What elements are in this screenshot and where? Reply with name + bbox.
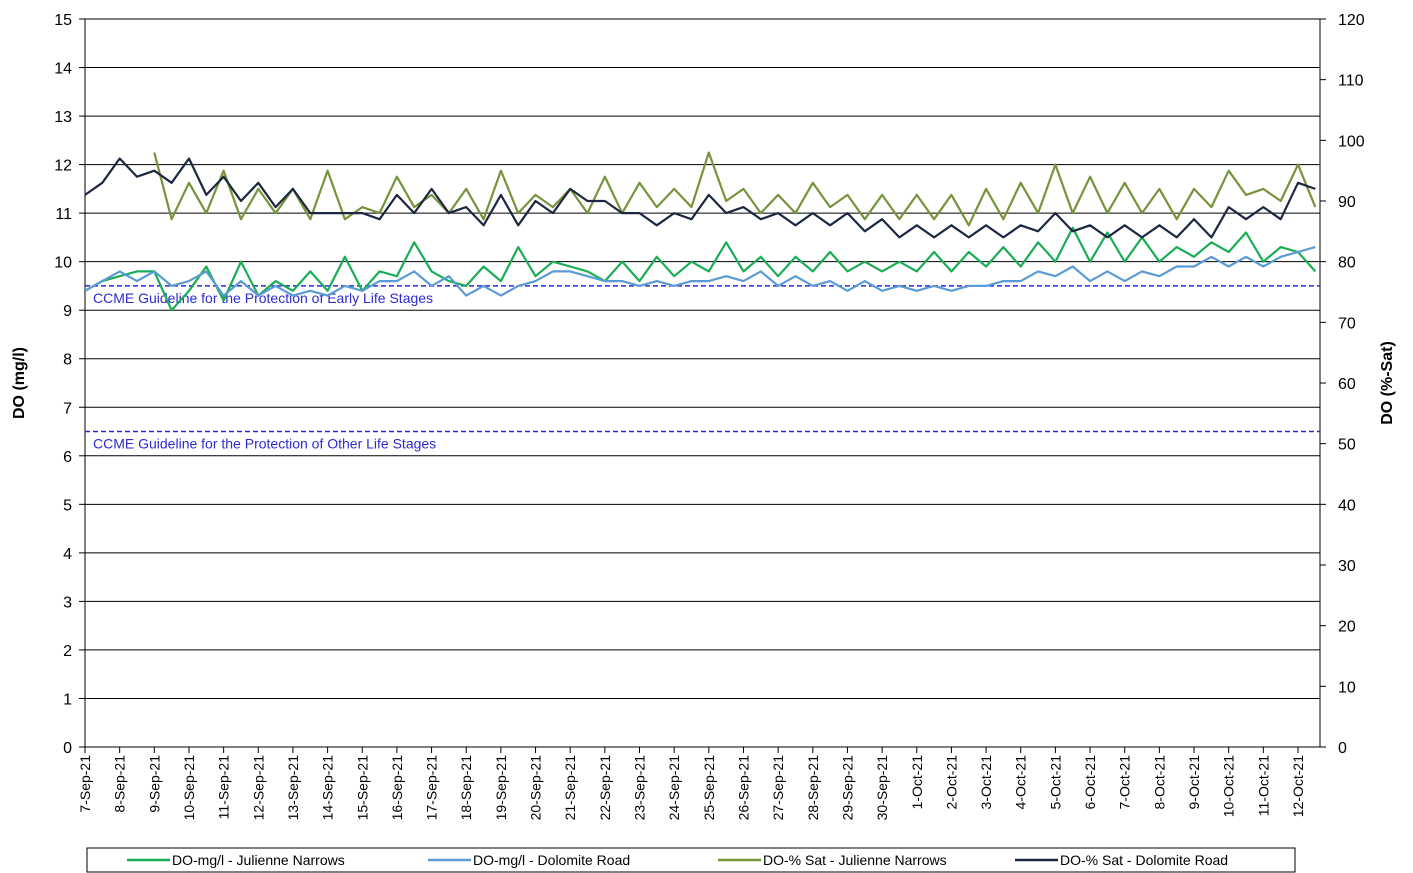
- x-tick-label: 7-Sep-21: [77, 755, 93, 813]
- y-tick-label: 7: [63, 400, 72, 417]
- x-tick-label: 30-Sep-21: [874, 755, 890, 821]
- y-tick-label: 14: [54, 61, 72, 78]
- x-tick-label: 10-Oct-21: [1221, 755, 1237, 817]
- x-tick-label: 21-Sep-21: [562, 755, 578, 821]
- y2-tick-label: 100: [1338, 133, 1365, 150]
- x-tick-label: 6-Oct-21: [1082, 755, 1098, 810]
- x-tick-label: 12-Sep-21: [250, 755, 266, 821]
- y-tick-label: 11: [55, 206, 72, 223]
- y2-tick-label: 80: [1338, 255, 1356, 272]
- x-tick-label: 26-Sep-21: [735, 755, 751, 821]
- y-tick-label: 13: [54, 109, 72, 126]
- x-tick-label: 18-Sep-21: [458, 755, 474, 821]
- y-axis-title: DO (mg/l): [11, 347, 28, 419]
- x-tick-label: 5-Oct-21: [1047, 755, 1063, 810]
- legend-label: DO-% Sat - Dolomite Road: [1060, 852, 1228, 868]
- y-tick-label: 6: [63, 449, 72, 466]
- x-tick-label: 1-Oct-21: [909, 755, 925, 810]
- x-tick-label: 24-Sep-21: [666, 755, 682, 821]
- x-tick-label: 17-Sep-21: [424, 755, 440, 821]
- y-tick-label: 5: [63, 497, 72, 514]
- y-tick-label: 10: [54, 255, 72, 272]
- y2-tick-label: 10: [1338, 679, 1356, 696]
- y-tick-label: 15: [54, 12, 72, 29]
- y2-tick-label: 0: [1338, 740, 1347, 757]
- x-tick-label: 19-Sep-21: [493, 755, 509, 821]
- y-tick-label: 4: [63, 546, 72, 563]
- y2-tick-label: 60: [1338, 376, 1356, 393]
- y2-tick-label: 40: [1338, 497, 1356, 514]
- x-tick-label: 8-Sep-21: [112, 755, 128, 813]
- x-tick-label: 27-Sep-21: [770, 755, 786, 821]
- legend-label: DO-mg/l - Julienne Narrows: [172, 852, 345, 868]
- legend-label: DO-mg/l - Dolomite Road: [473, 852, 630, 868]
- legend: [86, 847, 1296, 873]
- x-tick-label: 2-Oct-21: [943, 755, 959, 810]
- guideline-label: CCME Guideline for the Protection of Oth…: [93, 436, 436, 452]
- y2-tick-label: 30: [1338, 558, 1356, 575]
- x-tick-label: 16-Sep-21: [389, 755, 405, 821]
- x-tick-label: 15-Sep-21: [354, 755, 370, 821]
- x-tick-label: 3-Oct-21: [978, 755, 994, 810]
- x-tick-label: 22-Sep-21: [597, 755, 613, 821]
- y2-tick-label: 50: [1338, 437, 1356, 454]
- x-tick-label: 4-Oct-21: [1013, 755, 1029, 810]
- y2-tick-label: 70: [1338, 315, 1356, 332]
- y-tick-label: 12: [54, 158, 72, 175]
- x-tick-label: 8-Oct-21: [1151, 755, 1167, 810]
- y-tick-label: 1: [63, 691, 72, 708]
- x-tick-label: 13-Sep-21: [285, 755, 301, 821]
- plot-area: [84, 18, 1321, 748]
- series-line: [84, 246, 1316, 297]
- y2-tick-label: 20: [1338, 619, 1356, 636]
- series-line: [84, 226, 1317, 312]
- y-tick-label: 3: [63, 594, 72, 611]
- x-tick-label: 10-Sep-21: [181, 755, 197, 821]
- x-tick-label: 14-Sep-21: [320, 755, 336, 821]
- series-line: [153, 151, 1317, 227]
- x-tick-label: 23-Sep-21: [632, 755, 648, 821]
- x-tick-label: 29-Sep-21: [839, 755, 855, 821]
- legend-label: DO-% Sat - Julienne Narrows: [763, 852, 947, 868]
- y2-tick-label: 110: [1338, 73, 1364, 90]
- x-tick-label: 11-Sep-21: [216, 755, 232, 820]
- x-tick-label: 28-Sep-21: [805, 755, 821, 821]
- y-tick-label: 2: [63, 643, 72, 660]
- y-tick-label: 8: [63, 352, 72, 369]
- x-tick-label: 20-Sep-21: [528, 755, 544, 821]
- x-tick-label: 25-Sep-21: [701, 755, 717, 821]
- x-tick-label: 11-Oct-21: [1255, 755, 1271, 816]
- x-tick-label: 7-Oct-21: [1117, 755, 1133, 810]
- series-line: [84, 157, 1316, 239]
- y2-tick-label: 90: [1338, 194, 1356, 211]
- x-tick-label: 12-Oct-21: [1290, 755, 1306, 817]
- y-tick-label: 0: [63, 740, 72, 757]
- x-tick-label: 9-Oct-21: [1186, 755, 1202, 810]
- y-tick-label: 9: [63, 303, 72, 320]
- x-tick-label: 9-Sep-21: [146, 755, 162, 813]
- y2-tick-label: 120: [1338, 12, 1365, 29]
- y2-axis-title: DO (%-Sat): [1379, 341, 1396, 425]
